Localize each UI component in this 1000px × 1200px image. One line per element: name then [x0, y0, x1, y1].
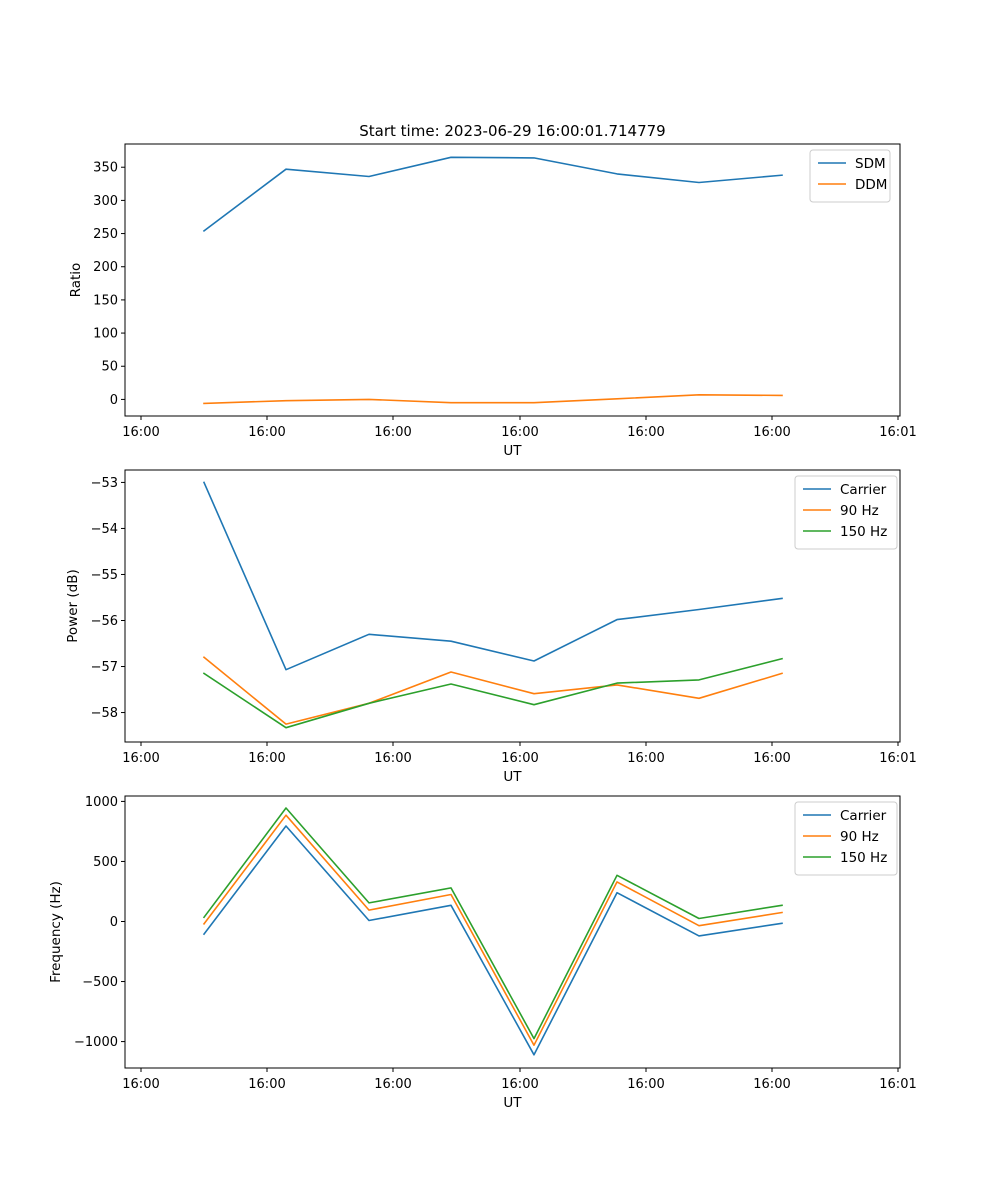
x-tick-label: 16:00: [501, 425, 538, 440]
x-tick-label: 16:00: [248, 1077, 285, 1092]
legend-entry: 90 Hz: [840, 503, 879, 519]
legend-entry: Carrier: [840, 482, 887, 498]
axes-frame: [124, 795, 901, 1069]
legend: Carrier 90 Hz 150 Hz: [794, 475, 898, 550]
x-tick-label: 16:00: [753, 1077, 790, 1092]
y-tick-label: 350: [93, 161, 118, 176]
x-tick-label: 16:00: [248, 751, 285, 766]
axes-frame: [124, 469, 901, 743]
x-axis-label: UT: [503, 443, 522, 459]
legend-entry: 150 Hz: [840, 524, 887, 540]
series-line-90-hz: [202, 814, 783, 1046]
x-tick-label: 16:00: [122, 425, 159, 440]
y-tick-label: 0: [110, 915, 118, 930]
y-tick-label: 250: [93, 227, 118, 242]
y-axis-label: Frequency (Hz): [48, 881, 64, 983]
y-tick-label: 500: [93, 855, 118, 870]
series-line-150-hz: [202, 807, 783, 1040]
y-tick-label: 50: [101, 360, 118, 375]
y-tick-label: −500: [82, 975, 118, 990]
axes-frame: [124, 143, 901, 417]
series-line-carrier: [202, 481, 783, 671]
x-tick-label: 16:00: [627, 425, 664, 440]
legend-entry: DDM: [855, 177, 887, 193]
y-tick-label: −56: [91, 614, 118, 629]
x-tick-label: 16:00: [753, 751, 790, 766]
y-tick-label: −58: [91, 706, 118, 721]
y-tick-label: −57: [91, 660, 118, 675]
x-tick-label: 16:00: [374, 425, 411, 440]
series-line-ddm: [203, 393, 783, 405]
legend: Carrier 90 Hz 150 Hz: [794, 801, 898, 876]
y-tick-label: 100: [93, 327, 118, 342]
y-tick-label: −1000: [74, 1035, 118, 1050]
x-tick-label: 16:00: [627, 1077, 664, 1092]
series-line-carrier: [202, 825, 783, 1056]
x-axis-label: UT: [503, 769, 522, 785]
x-tick-label: 16:00: [627, 751, 664, 766]
subplot-3: 16:00 16:00 16:00 16:00 16:00 16:00 16:01 −1000…: [48, 795, 917, 1111]
y-tick-label: 150: [93, 293, 118, 308]
legend-entry: 90 Hz: [840, 829, 879, 845]
x-tick-label: 16:00: [374, 1077, 411, 1092]
x-tick-label: 16:01: [879, 425, 916, 440]
x-axis-label: UT: [503, 1095, 522, 1111]
series-line-150-hz: [202, 657, 783, 729]
y-tick-label: −53: [91, 476, 118, 491]
legend-entry: 150 Hz: [840, 850, 887, 866]
x-tick-label: 16:00: [122, 751, 159, 766]
legend-entry: SDM: [855, 156, 886, 172]
chart-title: Start time: 2023-06-29 16:00:01.714779: [359, 122, 665, 140]
series-line-sdm: [202, 156, 783, 233]
x-tick-label: 16:00: [122, 1077, 159, 1092]
y-tick-label: −55: [91, 568, 118, 583]
x-tick-label: 16:00: [501, 751, 538, 766]
series-line-90-hz: [202, 656, 783, 725]
y-axis-label: Power (dB): [65, 569, 81, 642]
y-tick-label: 0: [110, 393, 118, 408]
x-tick-label: 16:00: [501, 1077, 538, 1092]
x-tick-label: 16:00: [374, 751, 411, 766]
y-tick-label: −54: [91, 522, 118, 537]
legend-entry: Carrier: [840, 808, 887, 824]
y-tick-label: 300: [93, 194, 118, 209]
x-tick-label: 16:00: [248, 425, 285, 440]
legend: SDM DDM: [809, 149, 891, 203]
subplot-2: 16:00 16:00 16:00 16:00 16:00 16:00 16:01 −58 −5…: [65, 469, 917, 785]
subplot-1: Start time: 2023-06-29 16:00:01.714779 16…: [68, 122, 917, 459]
y-axis-label: Ratio: [68, 263, 84, 298]
x-tick-label: 16:01: [879, 751, 916, 766]
x-tick-label: 16:01: [879, 1077, 916, 1092]
y-tick-label: 200: [93, 260, 118, 275]
y-tick-label: 1000: [85, 795, 118, 810]
x-tick-label: 16:00: [753, 425, 790, 440]
